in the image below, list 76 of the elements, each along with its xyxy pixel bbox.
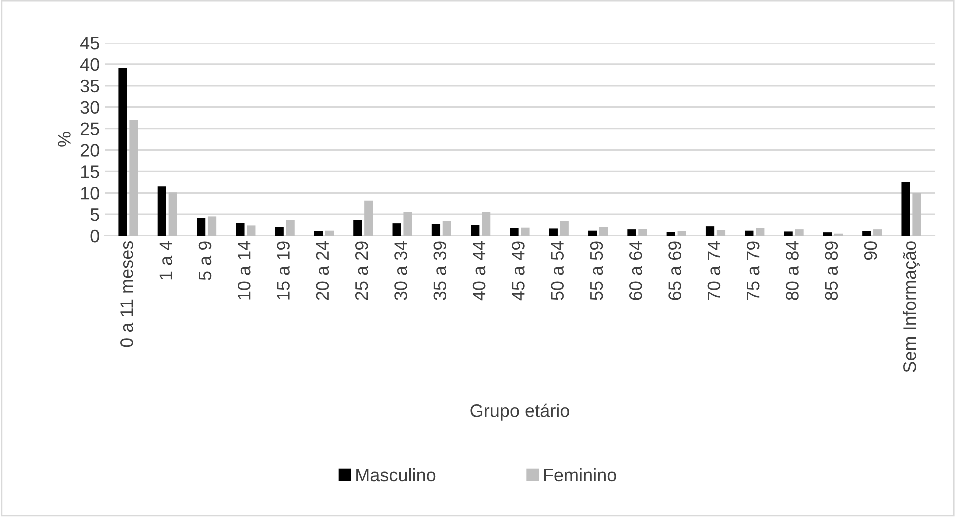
x-axis-title: Grupo etário (470, 404, 570, 421)
y-tick-label: 0 (90, 230, 100, 243)
x-tick-label: 35 a 39 (434, 242, 447, 300)
bar (678, 231, 686, 236)
x-tick-label: 20 a 24 (316, 241, 330, 300)
bar (638, 229, 648, 236)
y-tick-label: 5 (90, 208, 100, 222)
bar (628, 230, 636, 236)
bar (912, 194, 922, 236)
bar (588, 230, 598, 236)
bar (902, 182, 910, 236)
y-tick-label: 10 (81, 187, 100, 200)
x-tick-label: 45 a 49 (512, 242, 525, 301)
x-tick-label: 80 a 84 (786, 241, 799, 300)
x-tick-label: Sem Informação (903, 242, 920, 372)
x-tick-label: 70 a 74 (708, 241, 721, 300)
bar (158, 186, 166, 236)
bar (118, 68, 128, 236)
bar (275, 226, 284, 236)
bar (862, 231, 872, 236)
bar (549, 228, 558, 236)
bar (599, 226, 608, 236)
y-tick-label: 15 (81, 166, 100, 178)
y-tick-label: 35 (80, 80, 100, 93)
bar (560, 220, 569, 236)
bar (392, 224, 402, 236)
x-tick-label: 40 a 44 (472, 241, 486, 301)
y-tick-label: 45 (80, 37, 100, 50)
x-tick-label: 1 a 4 (160, 241, 172, 280)
x-tick-label: 85 a 89 (825, 242, 838, 300)
x-tick-label: 0 a 11 meses (120, 242, 134, 348)
legend-label: Masculino (356, 468, 436, 482)
y-axis-title: % (58, 132, 71, 147)
bar (404, 212, 412, 236)
bar (236, 223, 245, 236)
x-tick-label: 90 (864, 242, 878, 260)
bar (784, 232, 793, 236)
bar (510, 228, 519, 236)
bar (874, 230, 882, 236)
x-tick-label: 55 a 59 (590, 242, 604, 300)
x-tick-label: 60 a 64 (630, 241, 642, 300)
bar (130, 120, 138, 236)
bar (471, 225, 480, 236)
y-tick-label: 30 (80, 101, 100, 114)
bar (666, 232, 676, 236)
bar (823, 232, 832, 236)
x-tick-label: 5 a 9 (198, 242, 212, 280)
x-tick-label: 15 a 19 (277, 242, 290, 300)
bar (716, 230, 726, 236)
bar (706, 226, 715, 236)
bar (168, 192, 178, 236)
bar (756, 228, 765, 236)
x-tick-label: 10 a 14 (238, 241, 251, 300)
bar (314, 231, 324, 236)
bar (247, 226, 256, 236)
x-tick-label: 30 a 34 (394, 241, 408, 300)
bar (354, 220, 362, 236)
x-tick-label: 75 a 79 (746, 242, 760, 300)
bar (208, 216, 217, 236)
bar (795, 230, 804, 236)
y-tick-label: 40 (80, 58, 100, 72)
bar (325, 230, 334, 236)
x-tick-label: 65 a 69 (668, 242, 682, 300)
bar (364, 200, 374, 236)
bar (745, 230, 754, 236)
bar (197, 218, 206, 236)
x-tick-label: 25 a 29 (355, 242, 368, 300)
bar (521, 228, 530, 236)
bar (432, 224, 441, 236)
bar (442, 220, 452, 236)
bar (286, 220, 295, 236)
bar (482, 212, 491, 236)
legend-label: Feminino (544, 468, 616, 482)
y-tick-label: 25 (80, 122, 100, 136)
x-tick-label: 50 a 54 (551, 241, 564, 300)
y-tick-label: 20 (80, 144, 100, 157)
